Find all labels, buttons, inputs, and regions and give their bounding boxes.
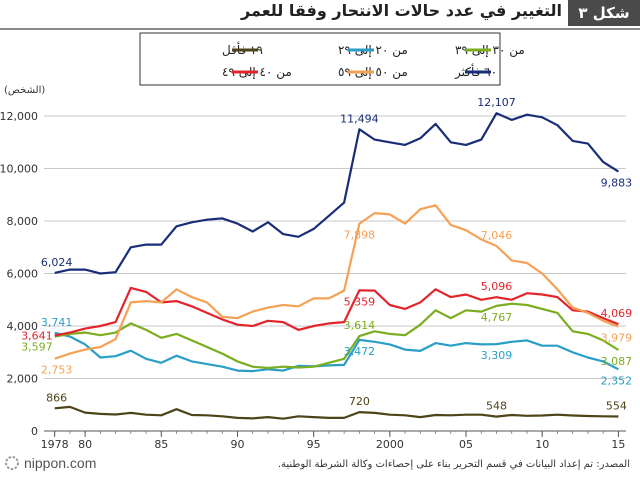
data-label: 4,767 bbox=[481, 311, 513, 324]
data-label: 3,741 bbox=[41, 316, 73, 329]
logo-text: nippon.com bbox=[24, 455, 97, 471]
data-label: 3,472 bbox=[344, 345, 376, 358]
series-line-1 bbox=[54, 331, 619, 373]
y-unit-label: (الشخص) bbox=[4, 85, 45, 96]
data-label: 6,024 bbox=[41, 256, 73, 269]
data-label: 3,641 bbox=[21, 329, 53, 342]
annotations: 6,024 11,494 12,107 9,883 2,753 7,898 7,046 3,9… bbox=[21, 96, 632, 412]
series-line-0 bbox=[54, 405, 619, 420]
data-label: 7,046 bbox=[481, 229, 513, 242]
y-tick-label: 0 bbox=[31, 425, 38, 438]
axes: (الشخص) 0 2,000 4,000 6,000 8,000 10,000 12,000… bbox=[0, 85, 626, 451]
y-tick-label: 10,000 bbox=[0, 163, 38, 176]
title-divider bbox=[0, 28, 640, 30]
x-tick-label: 15 bbox=[611, 438, 625, 451]
series-line-3 bbox=[54, 286, 619, 337]
data-label: 554 bbox=[606, 399, 627, 412]
x-tick-label: 1978 bbox=[41, 438, 69, 451]
data-label: 3,597 bbox=[21, 341, 53, 354]
series-line-4 bbox=[54, 204, 619, 360]
data-label: 4,069 bbox=[601, 307, 633, 320]
title-bar: التغيير في عدد حالات الانتحار وفقا للعمر… bbox=[0, 0, 640, 28]
nippon-logo: nippon.com bbox=[4, 455, 96, 471]
x-tick-label: 80 bbox=[78, 438, 92, 451]
figure-label: شكل ٣ bbox=[568, 0, 640, 26]
nippon-logo-icon bbox=[5, 456, 19, 470]
y-tick-label: 2,000 bbox=[7, 373, 39, 386]
source-note: المصدر: تم إعداد البيانات في قسم التحرير… bbox=[277, 459, 630, 470]
series-line-5 bbox=[54, 112, 619, 275]
x-tick-label: 95 bbox=[307, 438, 321, 451]
data-label: 9,883 bbox=[601, 177, 633, 190]
y-tick-label: 8,000 bbox=[7, 215, 39, 228]
data-label: 3,087 bbox=[601, 355, 633, 368]
data-label: 720 bbox=[349, 395, 370, 408]
data-label: 5,096 bbox=[481, 280, 513, 293]
data-label: 5,359 bbox=[344, 295, 376, 308]
x-tick-label: 90 bbox=[230, 438, 244, 451]
data-label: 3,309 bbox=[481, 349, 513, 362]
x-tick-label: 85 bbox=[154, 438, 168, 451]
y-tick-label: 4,000 bbox=[7, 320, 39, 333]
x-tick-label: 05 bbox=[459, 438, 473, 451]
y-tick-label: 6,000 bbox=[7, 268, 39, 281]
data-label: 11,494 bbox=[340, 112, 379, 125]
data-label: 3,614 bbox=[344, 319, 376, 332]
data-label: 2,753 bbox=[41, 364, 73, 377]
series-line-2 bbox=[54, 302, 619, 370]
series bbox=[54, 112, 619, 420]
data-label: 2,352 bbox=[601, 374, 633, 387]
y-tick-label: 12,000 bbox=[0, 110, 38, 123]
data-label: 548 bbox=[486, 400, 507, 413]
legend-box bbox=[139, 32, 501, 86]
data-label: 7,898 bbox=[344, 229, 376, 242]
x-tick-label: 2000 bbox=[376, 438, 404, 451]
chart-title: التغيير في عدد حالات الانتحار وفقا للعمر bbox=[241, 1, 562, 20]
data-label: 866 bbox=[46, 391, 67, 404]
x-tick-label: 10 bbox=[535, 438, 549, 451]
data-label: 12,107 bbox=[477, 96, 516, 109]
data-label: 3,979 bbox=[601, 332, 633, 345]
